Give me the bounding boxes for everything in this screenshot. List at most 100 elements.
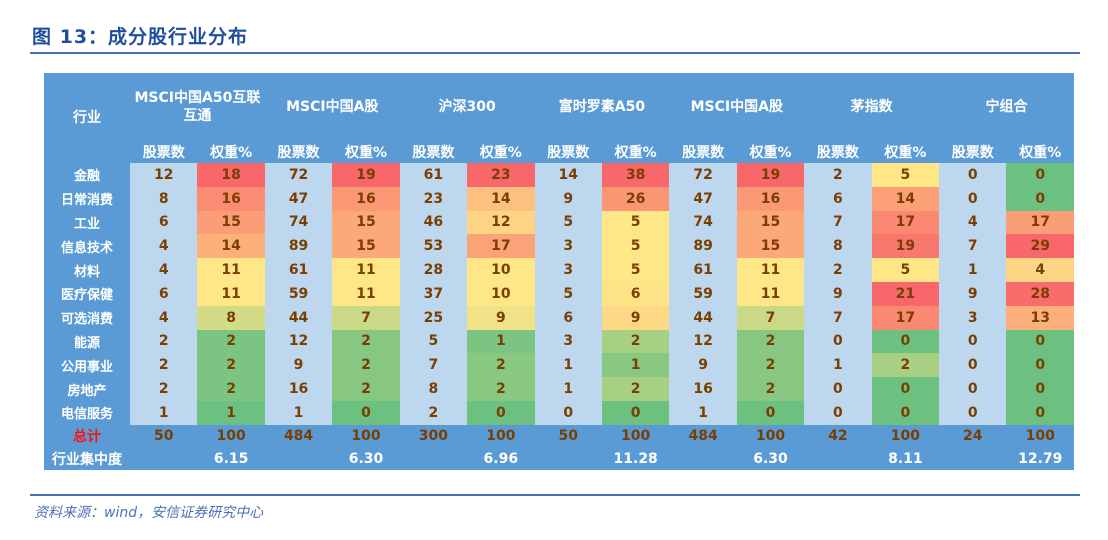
stock-count-cell: 1 [804, 353, 872, 378]
weight-cell: 11 [332, 281, 400, 306]
weight-cell: 9 [467, 305, 535, 330]
weight-cell: 7 [736, 305, 805, 330]
weight-header: 权重% [736, 140, 805, 163]
total-cell: 100 [601, 424, 670, 448]
industry-row: 材料 4 11 61 11 28 10 3 5 61 11 2 5 1 4 [44, 258, 1074, 282]
total-cell: 100 [871, 424, 940, 448]
total-cell: 50 [130, 424, 198, 448]
source-note: 资料来源：wind，安信证券研究中心 [34, 505, 264, 521]
industry-label: 公用事业 [44, 353, 130, 378]
stock-count-cell: 7 [804, 210, 872, 235]
weight-cell: 2 [601, 329, 670, 354]
stock-count-cell: 16 [264, 377, 333, 401]
weight-cell: 0 [1006, 400, 1074, 425]
total-cell: 50 [534, 424, 602, 448]
weight-cell: 11 [332, 258, 400, 282]
concentration-row: 行业集中度 6.15 6.30 6.96 11.28 6.30 8.11 12.79 [44, 447, 1074, 470]
stock-count-cell: 6 [130, 210, 198, 235]
weight-header: 权重% [197, 140, 265, 163]
weight-header: 权重% [332, 140, 400, 163]
total-cell: 24 [939, 424, 1007, 448]
total-cell: 100 [1006, 424, 1074, 448]
stock-count-cell: 8 [399, 377, 468, 401]
corner-label: 行业 [44, 73, 130, 163]
weight-cell: 0 [1006, 377, 1074, 401]
industry-row: 可选消费 4 8 44 7 25 9 6 9 44 7 7 17 3 13 [44, 305, 1074, 330]
industry-row: 房地产 2 2 16 2 8 2 1 2 16 2 0 0 0 0 [44, 377, 1074, 401]
index-header: MSCI中国A股 [669, 73, 805, 140]
stock-count-cell: 53 [399, 234, 468, 259]
weight-cell: 2 [332, 329, 400, 354]
industry-row: 金融 12 18 72 19 61 23 14 38 72 19 2 5 0 0 [44, 163, 1074, 187]
weight-header: 权重% [601, 140, 670, 163]
index-header: 宁组合 [939, 73, 1074, 140]
concentration-label: 行业集中度 [44, 447, 130, 470]
weight-cell: 12 [467, 210, 535, 235]
weight-cell: 11 [736, 281, 805, 306]
stock-count-cell: 0 [804, 377, 872, 401]
stock-count-cell: 3 [939, 305, 1007, 330]
stock-count-cell: 59 [264, 281, 333, 306]
stock-count-cell: 23 [399, 186, 468, 211]
stock-count-cell: 9 [534, 186, 602, 211]
industry-label: 可选消费 [44, 305, 130, 330]
index-header: 茅指数 [804, 73, 940, 140]
title-divider [30, 52, 1080, 54]
stock-count-cell: 9 [669, 353, 737, 378]
stock-count-cell: 2 [804, 163, 872, 187]
blank-cell [534, 447, 602, 470]
index-header: 沪深300 [399, 73, 535, 140]
weight-cell: 2 [467, 353, 535, 378]
stock-count-cell: 0 [804, 329, 872, 354]
stock-count-header: 股票数 [399, 140, 468, 163]
stock-count-cell: 2 [399, 400, 468, 425]
figure-title: 图 13：成分股行业分布 [32, 26, 249, 48]
stock-count-cell: 61 [399, 163, 468, 187]
stock-count-cell: 0 [939, 377, 1007, 401]
stock-count-cell: 16 [669, 377, 737, 401]
weight-cell: 11 [197, 281, 265, 306]
weight-cell: 16 [736, 186, 805, 211]
weight-cell: 10 [467, 258, 535, 282]
stock-count-cell: 5 [534, 281, 602, 306]
industry-row: 医疗保健 6 11 59 11 37 10 5 6 59 11 9 21 9 28 [44, 281, 1074, 306]
weight-cell: 9 [601, 305, 670, 330]
weight-cell: 0 [1006, 186, 1074, 211]
industry-label: 信息技术 [44, 234, 130, 259]
stock-count-cell: 1 [534, 377, 602, 401]
weight-cell: 16 [197, 186, 265, 211]
stock-count-header: 股票数 [939, 140, 1007, 163]
industry-row: 日常消费 8 16 47 16 23 14 9 26 47 16 6 14 0 0 [44, 186, 1074, 211]
total-cell: 100 [197, 424, 265, 448]
weight-cell: 7 [332, 305, 400, 330]
weight-cell: 18 [197, 163, 265, 187]
weight-cell: 4 [1006, 258, 1074, 282]
weight-cell: 6 [601, 281, 670, 306]
industry-row: 电信服务 1 1 1 0 2 0 0 0 1 0 0 0 0 0 [44, 400, 1074, 425]
weight-cell: 5 [871, 258, 940, 282]
stock-count-cell: 7 [399, 353, 468, 378]
weight-cell: 2 [332, 353, 400, 378]
weight-cell: 0 [871, 377, 940, 401]
weight-cell: 17 [871, 210, 940, 235]
weight-cell: 1 [197, 400, 265, 425]
concentration-cell: 12.79 [1006, 447, 1074, 470]
weight-cell: 0 [332, 400, 400, 425]
stock-count-cell: 3 [534, 234, 602, 259]
stock-count-cell: 0 [939, 353, 1007, 378]
weight-cell: 29 [1006, 234, 1074, 259]
weight-cell: 26 [601, 186, 670, 211]
stock-count-cell: 9 [804, 281, 872, 306]
weight-cell: 15 [736, 234, 805, 259]
total-row: 总计 50 100 484 100 300 100 50 100 484 100 42 100 24 100 [44, 424, 1074, 448]
weight-cell: 1 [601, 353, 670, 378]
weight-cell: 15 [197, 210, 265, 235]
stock-count-cell: 2 [804, 258, 872, 282]
stock-count-header: 股票数 [534, 140, 602, 163]
stock-count-cell: 9 [939, 281, 1007, 306]
weight-cell: 19 [332, 163, 400, 187]
weight-cell: 17 [1006, 210, 1074, 235]
stock-count-cell: 1 [534, 353, 602, 378]
stock-count-cell: 47 [669, 186, 737, 211]
weight-cell: 2 [736, 353, 805, 378]
